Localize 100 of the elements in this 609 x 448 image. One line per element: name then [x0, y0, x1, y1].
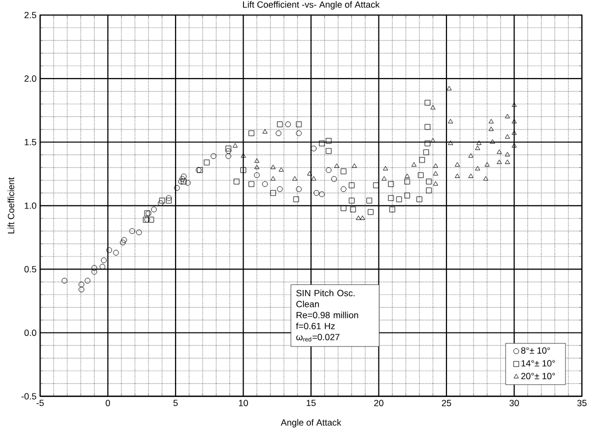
annotation: ω$_{red}$=0.027: [296, 334, 340, 342]
point: [326, 138, 332, 144]
point: [285, 121, 291, 127]
y-tick-label: 1.5: [24, 138, 36, 146]
point: [262, 180, 268, 187]
x-axis-title: Angle of Attack: [280, 418, 342, 428]
point: [468, 153, 474, 158]
point: [270, 176, 276, 180]
y-tick-label: 2.0: [24, 75, 36, 82]
point: [348, 182, 355, 188]
point: [262, 128, 268, 134]
point: [248, 180, 254, 187]
point: [426, 187, 432, 194]
point: [404, 178, 410, 184]
point: [121, 236, 127, 243]
point: [512, 118, 517, 124]
point: [484, 162, 490, 166]
point: [496, 159, 502, 164]
point: [430, 104, 436, 110]
point: [350, 206, 356, 212]
point: [424, 124, 430, 130]
point: [226, 148, 232, 154]
point: [424, 100, 430, 106]
y-axis-title: Lift Coefficient: [8, 177, 14, 234]
point: [240, 153, 246, 158]
point: [433, 180, 438, 186]
point: [307, 170, 312, 176]
point: [404, 173, 410, 178]
point: [296, 186, 302, 192]
point: [496, 149, 502, 154]
point: [424, 140, 430, 146]
point: [296, 130, 302, 136]
point: [78, 286, 84, 292]
point: [204, 159, 210, 166]
annotation: Re=0.98 million: [296, 311, 358, 318]
point: [483, 176, 488, 180]
point: [423, 149, 429, 155]
x-tick-label: 0: [106, 400, 110, 406]
point: [373, 182, 379, 188]
point: [100, 257, 107, 263]
point: [180, 176, 186, 182]
point: [504, 152, 510, 156]
point: [180, 173, 187, 180]
point: [254, 172, 260, 178]
point: [158, 200, 164, 206]
point: [368, 208, 374, 215]
point: [433, 170, 438, 176]
x-tick-label: 25: [442, 400, 452, 406]
point: [388, 180, 394, 187]
point: [388, 194, 394, 201]
y-tick-label: 0.5: [24, 266, 36, 272]
point: [448, 118, 454, 124]
point: [314, 190, 320, 196]
point: [433, 163, 438, 168]
legend-label: 14°± 10°: [522, 360, 555, 366]
point: [278, 167, 284, 172]
point: [382, 176, 387, 180]
point: [340, 205, 346, 211]
point: [326, 148, 332, 154]
point: [512, 130, 517, 135]
point: [296, 121, 302, 127]
x-tick-label: 15: [306, 400, 316, 406]
point: [504, 159, 510, 164]
point: [411, 162, 416, 166]
y-tick-label: 1.0: [24, 202, 36, 209]
point: [356, 215, 361, 220]
point: [240, 167, 246, 173]
point: [226, 145, 232, 152]
point: [292, 176, 298, 180]
point: [293, 196, 299, 202]
point: [78, 281, 84, 288]
point: [475, 145, 480, 150]
point: [426, 178, 432, 184]
point: [430, 138, 436, 142]
point: [151, 206, 157, 212]
point: [448, 140, 454, 145]
point: [416, 196, 422, 202]
x-tick-label: 20: [374, 400, 384, 406]
point: [226, 153, 232, 159]
point: [476, 140, 482, 145]
point: [340, 186, 346, 192]
point: [62, 278, 68, 284]
point: [348, 198, 355, 204]
point: [340, 168, 346, 174]
point: [504, 134, 510, 138]
point: [468, 173, 474, 178]
point: [512, 142, 517, 148]
point: [148, 216, 154, 222]
x-tick-label: -5: [36, 400, 44, 406]
point: [504, 114, 510, 118]
point: [334, 163, 340, 168]
chart-title: Lift Coefficient -vs- Angle of Attack: [243, 0, 380, 10]
x-tick-label: 10: [238, 400, 248, 406]
point: [106, 247, 112, 253]
point: [232, 142, 238, 148]
point: [366, 198, 372, 204]
legend-label: 20°± 10°: [521, 372, 555, 380]
point: [276, 130, 282, 136]
point: [404, 192, 410, 198]
point: [84, 278, 90, 284]
